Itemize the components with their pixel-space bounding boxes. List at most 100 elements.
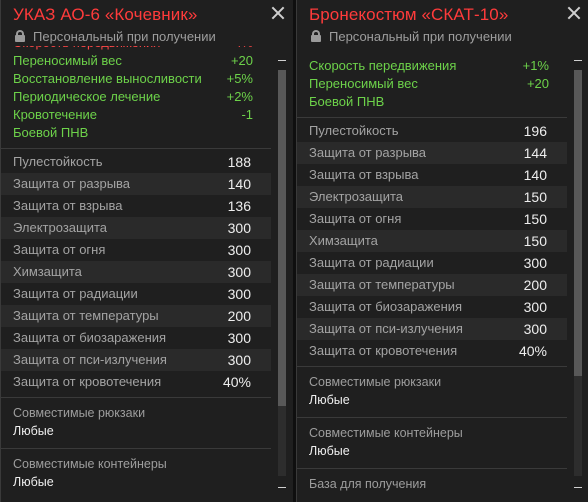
stat-row: Электрозащита 150 — [297, 186, 567, 208]
item-card-scroll-area[interactable]: Скорость передвижения +1% Переносимый вес +… — [297, 57, 588, 502]
info-section: Совместимые рюкзаки Любые — [297, 366, 567, 417]
stat-row: Защита от разрыва 144 — [297, 142, 567, 164]
scrollbar-thumb[interactable] — [574, 70, 582, 376]
stat-value: 300 — [227, 286, 251, 302]
stat-value: 136 — [227, 198, 251, 214]
stat-value: 40% — [222, 374, 251, 390]
info-label: Совместимые контейнеры — [13, 457, 167, 471]
scrollbar-track[interactable] — [278, 70, 286, 476]
info-section: База для получения — [297, 468, 567, 502]
stat-row: Защита от пси-излучения 300 — [297, 318, 567, 340]
stat-row: Защита от биозаражения 300 — [1, 327, 271, 349]
stat-row: Защита от температуры 200 — [297, 274, 567, 296]
item-card-right: Скорость передвижения +1% Переносимый вес +… — [296, 0, 588, 502]
scrollbar-track[interactable] — [574, 70, 582, 476]
stat-value: 200 — [523, 277, 547, 293]
item-card-scroll-area[interactable]: Скорость передвижения-4%Переносимый вес+… — [1, 38, 293, 502]
stat-value: 196 — [523, 123, 547, 139]
stat-name: Защита от разрыва — [13, 176, 131, 191]
stat-name: Защита от огня — [309, 211, 402, 226]
stat-value: 150 — [523, 211, 547, 227]
stat-row: Защита от температуры 200 — [1, 305, 271, 327]
stat-name: Защита от температуры — [13, 308, 159, 323]
bonus-row: Кровотечение -1 — [1, 106, 271, 124]
close-icon[interactable] — [271, 6, 285, 20]
info-label: Совместимые рюкзаки — [309, 375, 442, 389]
stat-value: 300 — [523, 255, 547, 271]
item-subtitle: Персональный при получении — [311, 29, 512, 44]
close-icon[interactable] — [567, 6, 581, 20]
stat-row: Защита от биозаражения 300 — [297, 296, 567, 318]
stat-name: Защита от пси-излучения — [309, 321, 463, 336]
stat-row: Химзащита 300 — [1, 261, 271, 283]
bonus-row: Боевой ПНВ — [297, 93, 567, 111]
item-subtitle: Персональный при получении — [15, 29, 216, 44]
bonus-row: Переносимый вес +20 — [297, 75, 567, 93]
scrollbar-top-cap — [574, 60, 582, 61]
stat-value: 300 — [523, 321, 547, 337]
bonus-row: Боевой ПНВ — [1, 124, 271, 142]
stat-value: 300 — [227, 352, 251, 368]
stat-value: 150 — [523, 189, 547, 205]
item-title: УКАЗ АО-6 «Кочевник» — [13, 5, 198, 24]
stat-value: 140 — [523, 167, 547, 183]
stat-row: Защита от взрыва 140 — [297, 164, 567, 186]
stat-name: Защита от биозаражения — [309, 299, 463, 314]
stat-row: Защита от разрыва 140 — [1, 173, 271, 195]
stat-row: Защита от огня 300 — [1, 239, 271, 261]
protection-stats: Пулестойкость 196 Защита от разрыва 144 Защи… — [297, 117, 567, 366]
stat-row: Защита от кровотечения 40% — [1, 371, 271, 393]
item-card-content: Скорость передвижения-4%Переносимый вес+… — [1, 38, 271, 499]
stat-row: Электрозащита 300 — [1, 217, 271, 239]
stat-row: Защита от радиации 300 — [1, 283, 271, 305]
bonus-value: +1% — [522, 58, 549, 73]
stat-name: Защита от огня — [13, 242, 106, 257]
scrollbar-bottom-cap — [574, 487, 582, 488]
stat-value: 144 — [523, 145, 547, 161]
stat-value: 200 — [227, 308, 251, 324]
info-label: База для получения — [309, 477, 427, 491]
stat-value: 40% — [518, 343, 547, 359]
info-value: Любые — [13, 475, 54, 489]
stat-row: Химзащита 150 — [297, 230, 567, 252]
bonus-row: Скорость передвижения +1% — [297, 57, 567, 75]
stat-value: 300 — [227, 220, 251, 236]
lock-icon — [15, 30, 25, 42]
stat-value: 300 — [227, 330, 251, 346]
stat-name: Пулестойкость — [309, 123, 399, 138]
info-section: Совместимые рюкзаки Любые — [1, 397, 271, 448]
info-section: Совместимые контейнеры Любые — [297, 417, 567, 468]
bonus-name: Скорость передвижения — [309, 58, 457, 73]
stat-row: Защита от огня 150 — [297, 208, 567, 230]
scrollbar[interactable] — [571, 48, 585, 498]
stat-name: Защита от пси-излучения — [13, 352, 167, 367]
stat-value: 150 — [523, 233, 547, 249]
stat-value: 300 — [227, 242, 251, 258]
stat-name: Защита от взрыва — [13, 198, 123, 213]
stat-name: Защита от взрыва — [309, 167, 419, 182]
item-card-header: УКАЗ АО-6 «Кочевник» Персональный при по… — [1, 0, 293, 46]
info-value: Любые — [309, 444, 350, 458]
protection-stats: Пулестойкость 188 Защита от разрыва 140 Защи… — [1, 148, 271, 397]
item-card-header: Бронекостюм «СКАТ-10» Персональный при п… — [297, 0, 588, 46]
bonus-name: Периодическое лечение — [13, 89, 161, 104]
stat-name: Защита от разрыва — [309, 145, 427, 160]
stat-row: Пулестойкость 196 — [297, 120, 567, 142]
stat-row: Защита от взрыва 136 — [1, 195, 271, 217]
bonus-value: +20 — [230, 53, 253, 68]
bonus-row: Переносимый вес +20 — [1, 52, 271, 70]
stat-name: Химзащита — [309, 233, 378, 248]
scrollbar-thumb[interactable] — [278, 70, 286, 406]
scrollbar-top-cap — [278, 60, 286, 61]
stat-name: Электрозащита — [309, 189, 404, 204]
bonus-value: +20 — [526, 76, 549, 91]
stat-name: Электрозащита — [13, 220, 108, 235]
lock-icon — [311, 30, 321, 42]
scrollbar[interactable] — [275, 48, 289, 498]
info-label: Совместимые контейнеры — [309, 426, 463, 440]
bonus-value: +2% — [226, 89, 253, 104]
stat-row: Защита от пси-излучения 300 — [1, 349, 271, 371]
item-title: Бронекостюм «СКАТ-10» — [309, 5, 509, 24]
stat-value: 300 — [227, 264, 251, 280]
scrollbar-bottom-cap — [278, 487, 286, 488]
